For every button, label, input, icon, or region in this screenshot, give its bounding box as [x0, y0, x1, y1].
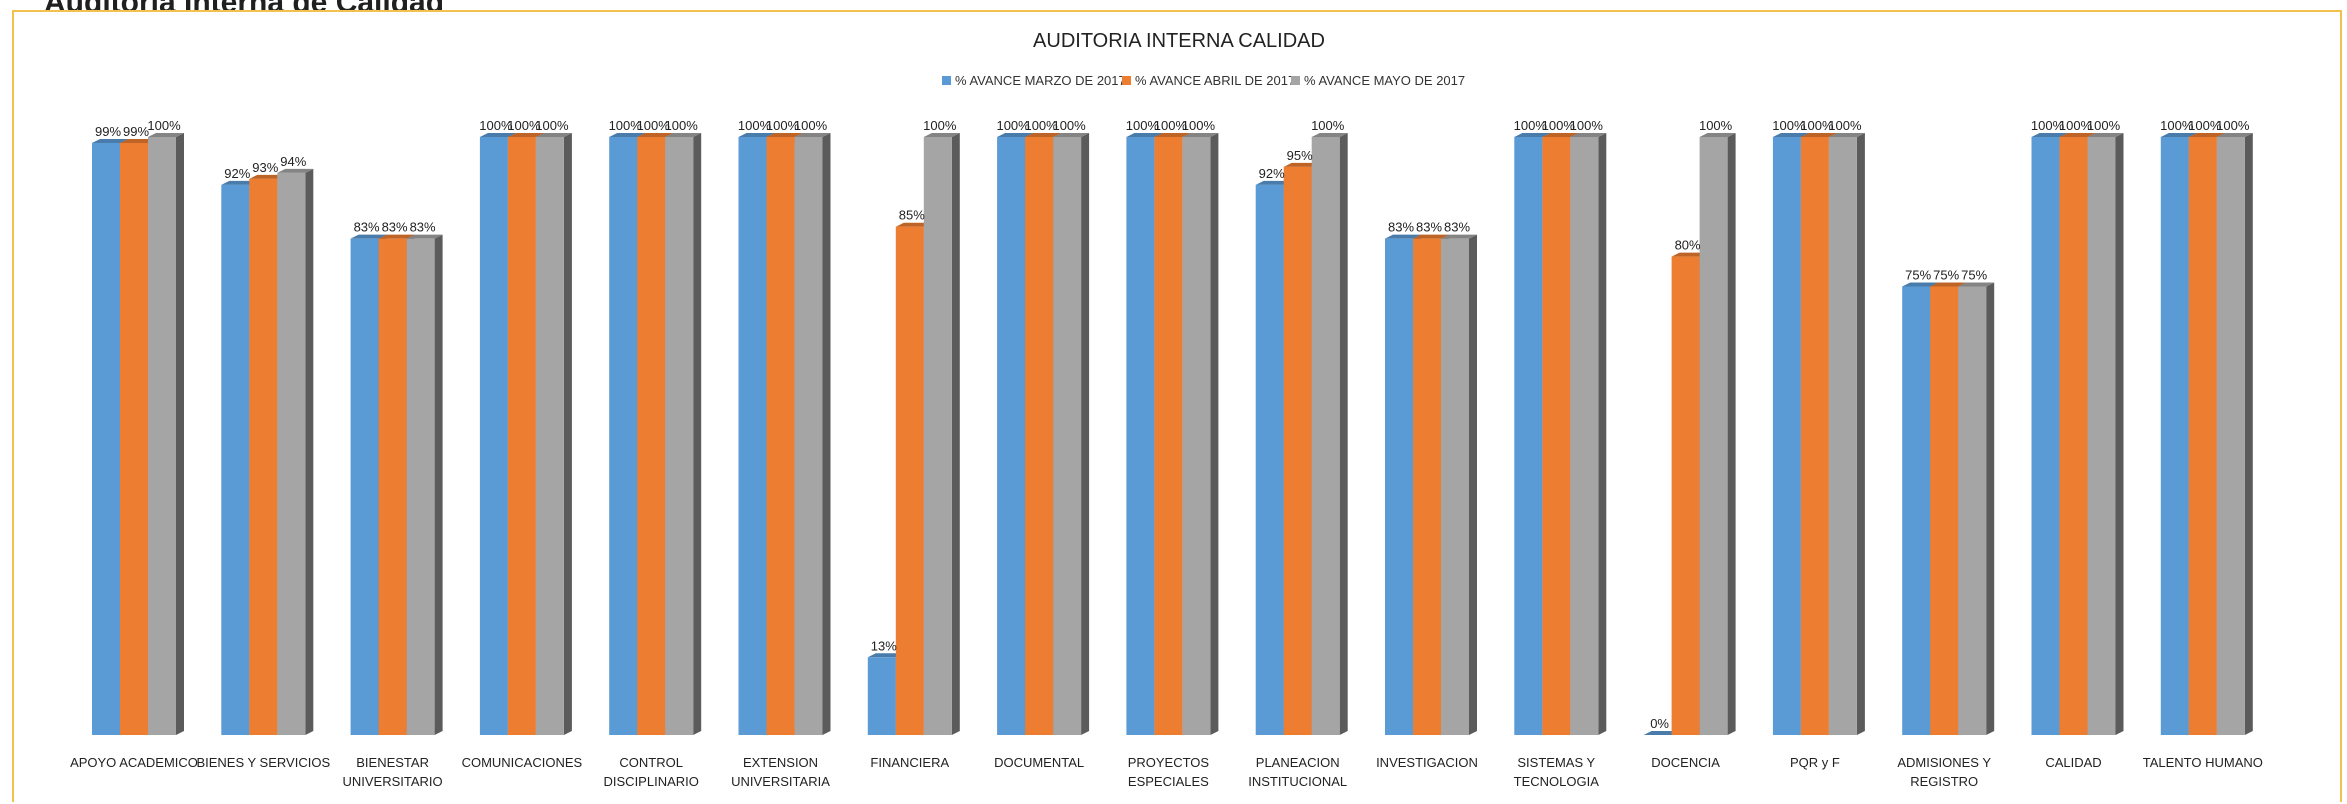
- bar-3-17: [2216, 133, 2253, 735]
- data-label-1-12: 100%: [1514, 118, 1548, 133]
- data-label-3-11: 83%: [1444, 220, 1470, 235]
- data-label-3-17: 100%: [2216, 118, 2250, 133]
- data-label-1-8: 100%: [996, 118, 1030, 133]
- data-label-2-10: 95%: [1287, 148, 1313, 163]
- category-label-14: PQR y F: [1790, 755, 1840, 770]
- legend-swatch-1: [942, 76, 951, 85]
- data-label-2-9: 100%: [1154, 118, 1188, 133]
- chart-frame: AUDITORIA INTERNA CALIDAD % AVANCE MARZO…: [12, 10, 2342, 802]
- data-label-3-10: 100%: [1311, 118, 1345, 133]
- data-label-1-4: 100%: [479, 118, 513, 133]
- bar-1-13: [1643, 731, 1680, 735]
- data-label-3-8: 100%: [1052, 118, 1086, 133]
- data-label-1-5: 100%: [609, 118, 643, 133]
- category-label-16: CALIDAD: [2045, 755, 2101, 770]
- category-label-2: BIENES Y SERVICIOS: [196, 755, 330, 770]
- data-label-3-3: 83%: [410, 220, 436, 235]
- data-label-2-4: 100%: [507, 118, 541, 133]
- category-label-5: CONTROL DISCIPLINARIO: [604, 755, 699, 789]
- bar-3-13: [1699, 133, 1736, 735]
- data-label-3-16: 100%: [2087, 118, 2121, 133]
- legend-entry-1: % AVANCE MARZO DE 2017: [955, 73, 1126, 88]
- category-label-9: PROYECTOS ESPECIALES: [1128, 755, 1210, 789]
- bar-3-16: [2087, 133, 2124, 735]
- data-label-3-4: 100%: [535, 118, 569, 133]
- data-label-2-12: 100%: [1542, 118, 1576, 133]
- data-label-3-9: 100%: [1182, 118, 1216, 133]
- bar-3-7: [923, 133, 960, 735]
- data-label-3-6: 100%: [794, 118, 828, 133]
- bar-3-5: [665, 133, 702, 735]
- data-label-2-2: 93%: [252, 160, 278, 175]
- bar-3-14: [1828, 133, 1865, 735]
- category-label-15: ADMISIONES Y REGISTRO: [1897, 755, 1991, 789]
- legend-entry-2: % AVANCE ABRIL DE 2017: [1135, 73, 1295, 88]
- data-label-2-16: 100%: [2059, 118, 2093, 133]
- data-label-2-11: 83%: [1416, 220, 1442, 235]
- chart-bars: [92, 133, 2253, 736]
- bar-3-15: [1958, 282, 1995, 735]
- bar-3-12: [1570, 133, 1607, 735]
- category-label-4: COMUNICACIONES: [462, 755, 583, 770]
- bar-3-4: [535, 133, 572, 735]
- data-label-3-5: 100%: [665, 118, 699, 133]
- data-label-2-1: 99%: [123, 124, 149, 139]
- data-label-2-17: 100%: [2188, 118, 2222, 133]
- data-label-1-9: 100%: [1126, 118, 1160, 133]
- data-label-1-7: 13%: [871, 638, 897, 653]
- bar-3-11: [1441, 234, 1477, 735]
- category-label-13: DOCENCIA: [1651, 755, 1720, 770]
- legend-swatch-3: [1291, 76, 1300, 85]
- data-label-1-15: 75%: [1905, 268, 1931, 283]
- data-label-3-1: 100%: [147, 118, 181, 133]
- data-label-1-6: 100%: [738, 118, 772, 133]
- data-label-3-12: 100%: [1570, 118, 1604, 133]
- data-label-1-11: 83%: [1388, 220, 1414, 235]
- bar-3-1: [148, 133, 184, 735]
- data-label-1-17: 100%: [2160, 118, 2194, 133]
- data-label-2-3: 83%: [382, 220, 408, 235]
- data-label-3-13: 100%: [1699, 118, 1733, 133]
- data-label-1-1: 99%: [95, 124, 121, 139]
- legend-swatch-2: [1122, 76, 1131, 85]
- chart-data-labels: 99% 99%100%92% 93% 94%83% 83% 83%100%100%100%…: [95, 118, 2250, 731]
- bar-chart: AUDITORIA INTERNA CALIDAD % AVANCE MARZO…: [70, 30, 2263, 789]
- bar-3-8: [1053, 133, 1090, 735]
- bar-3-10: [1311, 133, 1348, 735]
- data-label-3-2: 94%: [280, 154, 306, 169]
- data-label-3-15: 75%: [1961, 268, 1987, 283]
- data-label-3-14: 100%: [1828, 118, 1862, 133]
- category-label-7: FINANCIERA: [870, 755, 949, 770]
- category-label-17: TALENTO HUMANO: [2143, 755, 2263, 770]
- data-label-1-10: 92%: [1259, 166, 1285, 181]
- data-label-3-7: 100%: [923, 118, 957, 133]
- category-label-1: APOYO ACADEMICO: [70, 755, 198, 770]
- chart-legend: % AVANCE MARZO DE 2017 % AVANCE ABRIL DE …: [942, 73, 1465, 88]
- category-label-3: BIENESTAR UNIVERSITARIO: [343, 755, 443, 789]
- category-label-6: EXTENSION UNIVERSITARIA: [731, 755, 830, 789]
- bar-3-2: [277, 168, 314, 735]
- category-label-10: PLANEACION INSTITUCIONAL: [1248, 755, 1347, 789]
- category-label-8: DOCUMENTAL: [994, 755, 1084, 770]
- bar-3-3: [406, 234, 443, 735]
- data-label-2-13: 80%: [1675, 238, 1701, 253]
- data-label-2-6: 100%: [766, 118, 800, 133]
- data-label-1-14: 100%: [1772, 118, 1806, 133]
- category-label-12: SISTEMAS Y TECNOLOGIA: [1514, 755, 1600, 789]
- data-label-1-3: 83%: [354, 220, 380, 235]
- chart-title: AUDITORIA INTERNA CALIDAD: [1033, 30, 1325, 52]
- data-label-1-13: 0%: [1650, 716, 1669, 731]
- category-label-11: INVESTIGACION: [1376, 755, 1478, 770]
- data-label-1-2: 92%: [224, 166, 250, 181]
- data-label-2-15: 75%: [1933, 268, 1959, 283]
- bar-3-9: [1182, 133, 1219, 735]
- data-label-2-14: 100%: [1800, 118, 1834, 133]
- data-label-1-16: 100%: [2031, 118, 2065, 133]
- data-label-2-7: 85%: [899, 208, 925, 223]
- data-label-2-8: 100%: [1024, 118, 1058, 133]
- legend-entry-3: % AVANCE MAYO DE 2017: [1304, 73, 1465, 88]
- data-label-2-5: 100%: [637, 118, 671, 133]
- bar-3-6: [794, 133, 831, 735]
